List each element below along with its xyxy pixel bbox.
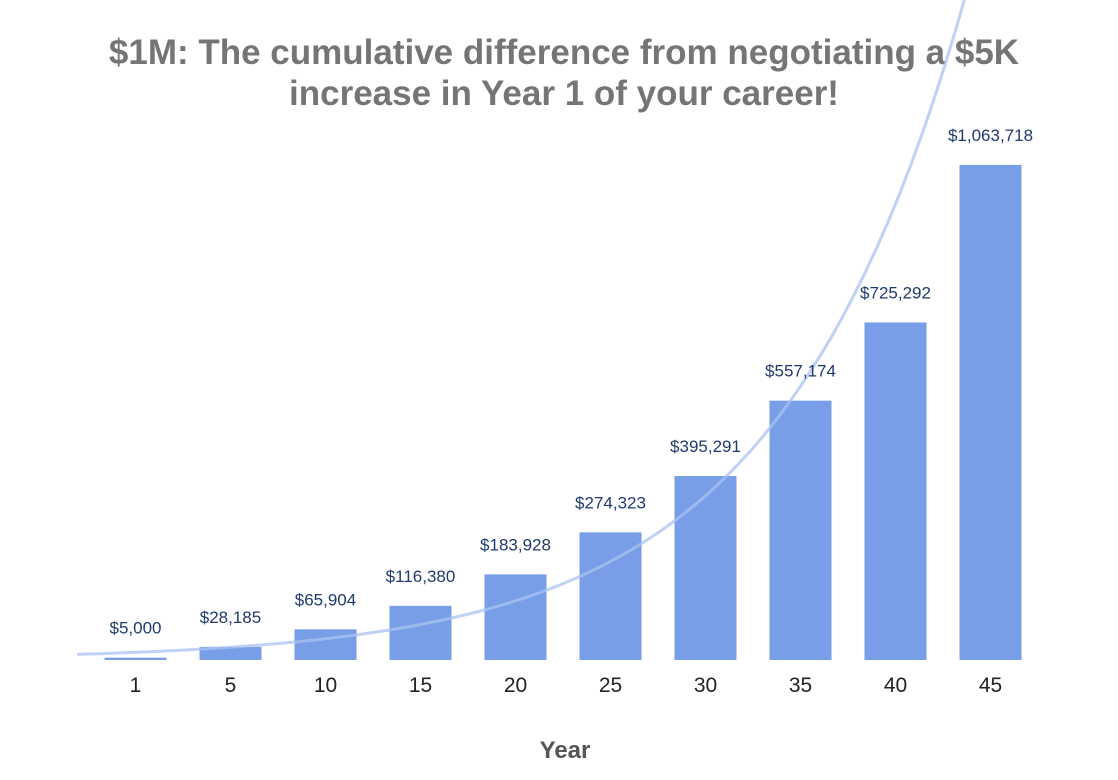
bar-5 xyxy=(199,646,262,660)
x-tick-label: 20 xyxy=(504,674,527,697)
bar-value-label: $65,904 xyxy=(295,590,356,609)
x-axis-label: Year xyxy=(540,737,591,764)
bar-25 xyxy=(579,532,642,660)
x-tick-label: 15 xyxy=(409,674,432,697)
bar-value-label: $183,928 xyxy=(480,535,551,554)
x-tick-label: 25 xyxy=(599,674,622,697)
x-tick-label: 1 xyxy=(130,674,142,697)
x-tick-label: 5 xyxy=(225,674,237,697)
chart-title: $1M: The cumulative difference from nego… xyxy=(108,33,1020,113)
trendline xyxy=(77,0,966,656)
bar-value-label: $116,380 xyxy=(386,567,456,586)
bar-value-label: $274,323 xyxy=(575,493,646,512)
x-tick-label: 35 xyxy=(789,674,812,697)
bar-35 xyxy=(769,400,832,660)
bar-value-label: $5,000 xyxy=(110,619,162,638)
x-tick-label: 45 xyxy=(979,674,1002,697)
bar-value-label: $1,063,718 xyxy=(948,126,1033,145)
bar-10 xyxy=(294,629,357,660)
x-tick-label: 40 xyxy=(884,674,907,697)
bar-30 xyxy=(674,476,737,660)
x-tick-label: 10 xyxy=(314,674,337,697)
bar-40 xyxy=(864,322,927,660)
bar-value-label: $395,291 xyxy=(670,437,741,456)
bar-15 xyxy=(389,605,452,660)
bar-value-label: $557,174 xyxy=(765,362,836,381)
bar-20 xyxy=(484,574,547,660)
x-axis-ticks: 1 5 10 15 20 25 30 35 40 45 xyxy=(130,674,1003,697)
bar-45 xyxy=(959,164,1022,660)
bar-1 xyxy=(104,657,167,660)
x-tick-label: 30 xyxy=(694,674,717,697)
bar-value-label: $725,292 xyxy=(860,283,931,302)
bar-value-label: $28,185 xyxy=(200,608,261,627)
bar-labels-group: $5,000 $28,185 $65,904 $116,380 $183,928 $274… xyxy=(110,126,1034,638)
bars-group xyxy=(104,164,1022,660)
